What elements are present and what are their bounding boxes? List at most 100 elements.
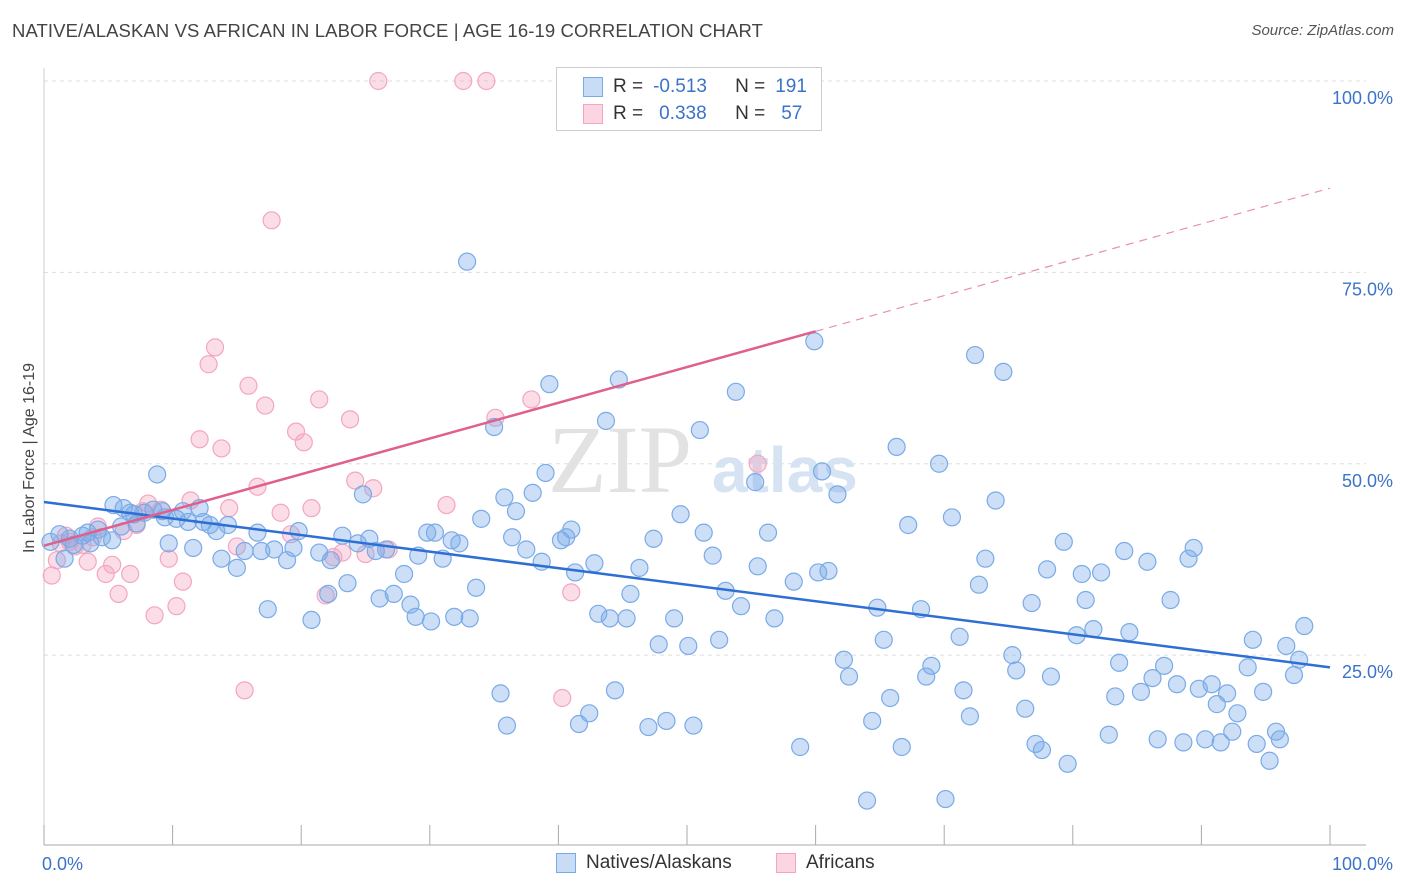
native-point	[1054, 532, 1073, 551]
native-point	[589, 604, 608, 623]
native-point	[812, 462, 832, 481]
african-point	[369, 71, 388, 91]
y-tick-label: 50.0%	[1342, 471, 1393, 491]
africans-trend-extension	[815, 187, 1331, 332]
native-point	[605, 681, 625, 700]
african-point	[522, 390, 541, 409]
native-point	[1174, 733, 1193, 752]
x-tick-label: 0.0%	[42, 854, 83, 874]
y-tick-label: 25.0%	[1342, 662, 1393, 682]
native-point	[562, 520, 581, 539]
native-point	[421, 612, 441, 631]
native-point	[148, 465, 167, 484]
native-point	[159, 534, 178, 553]
native-point	[585, 554, 604, 573]
native-point	[536, 463, 555, 483]
native-point	[566, 563, 585, 582]
native-point	[103, 531, 122, 550]
native-point	[694, 523, 713, 542]
african-point	[477, 71, 496, 91]
r-label: R =	[613, 76, 644, 97]
native-point	[50, 525, 69, 544]
native-point	[248, 523, 267, 542]
native-point	[1072, 564, 1091, 584]
native-point	[289, 522, 308, 541]
african-point	[220, 499, 239, 518]
african-point	[562, 583, 581, 602]
native-point	[600, 609, 619, 628]
native-point	[406, 607, 425, 626]
r-label: R =	[613, 103, 644, 124]
native-point	[55, 549, 74, 568]
native-point	[746, 473, 765, 492]
native-point	[338, 574, 357, 593]
native-point	[892, 737, 911, 757]
n-value: 57	[781, 103, 803, 124]
legend-label: Natives/Alaskans	[586, 852, 732, 873]
y-tick-label: 75.0%	[1342, 279, 1393, 299]
african-point	[454, 71, 473, 91]
native-point	[1254, 682, 1273, 701]
native-point	[1270, 730, 1289, 749]
native-point	[1007, 661, 1026, 680]
african-point	[103, 555, 122, 574]
legend-item-africans: Africans	[776, 852, 875, 874]
native-point	[491, 684, 510, 703]
native-point	[445, 607, 464, 626]
native-point	[258, 600, 277, 619]
native-point	[580, 704, 599, 723]
stats-legend: R = -0.513 N = 191 R = 0.338 N = 57	[556, 67, 822, 131]
native-point	[657, 711, 676, 731]
africans-swatch	[583, 104, 603, 124]
african-point	[173, 572, 192, 591]
native-point	[523, 483, 542, 502]
legend-item-natives-alaskans: Natives/Alaskans	[556, 852, 732, 874]
legend-row-africans: R = 0.338 N = 57	[583, 102, 802, 126]
r-value: -0.513	[653, 76, 707, 97]
african-point	[109, 584, 128, 603]
native-point	[596, 411, 616, 430]
native-point	[425, 523, 445, 542]
native-point	[1167, 675, 1187, 694]
african-point	[239, 376, 258, 395]
native-point	[212, 549, 231, 568]
trend-lines	[43, 187, 1331, 669]
native-point	[954, 681, 973, 700]
native-point	[1148, 730, 1167, 749]
native-point	[639, 717, 658, 737]
native-point	[1016, 699, 1035, 718]
native-point	[899, 515, 918, 535]
native-point	[887, 437, 906, 457]
native-point	[863, 711, 882, 731]
native-point	[976, 549, 995, 568]
african-point	[340, 410, 360, 429]
native-point	[503, 528, 522, 547]
native-point	[874, 630, 893, 649]
native-point	[1247, 734, 1266, 754]
native-point	[495, 488, 514, 507]
native-point	[472, 509, 491, 528]
native-point	[679, 636, 698, 656]
native-point	[418, 523, 437, 542]
african-point	[47, 551, 66, 570]
series-natives-alaskans	[41, 252, 1314, 810]
africans-legend-swatch	[776, 853, 796, 873]
x-tick-label: 100.0%	[1332, 854, 1393, 874]
native-point	[1076, 590, 1095, 610]
native-point	[265, 540, 284, 559]
african-point	[437, 495, 456, 515]
n-value: 191	[775, 76, 807, 97]
chart-title: NATIVE/ALASKAN VS AFRICAN IN LABOR FORCE…	[12, 20, 763, 41]
native-point	[936, 789, 955, 809]
native-point	[649, 635, 668, 654]
native-point	[758, 523, 778, 542]
native-point	[302, 610, 321, 630]
n-label: N =	[735, 76, 766, 97]
native-point	[1179, 549, 1198, 568]
native-point	[284, 538, 303, 558]
native-point	[819, 561, 838, 581]
african-point	[346, 471, 365, 490]
y-tick-label: 100.0%	[1332, 88, 1393, 108]
native-point	[1238, 658, 1257, 677]
